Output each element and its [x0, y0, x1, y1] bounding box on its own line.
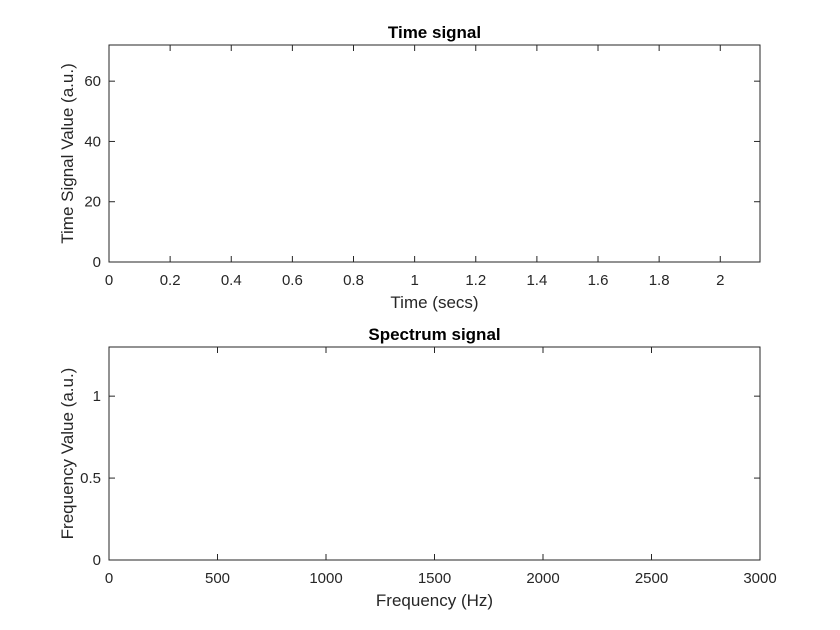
- x-tick-label: 1.4: [526, 272, 547, 289]
- x-tick-label: 0.8: [343, 272, 364, 289]
- x-tick-label: 3000: [743, 570, 776, 587]
- y-tick-label: 1: [93, 388, 101, 405]
- x-tick-label: 0.4: [221, 272, 242, 289]
- x-tick-label: 0: [105, 570, 113, 587]
- x-tick-label: 2500: [635, 570, 668, 587]
- x-tick-label: 0.6: [282, 272, 303, 289]
- y-tick-label: 0.5: [80, 470, 101, 487]
- y-tick-label: 40: [84, 133, 101, 150]
- x-tick-label: 1.2: [465, 272, 486, 289]
- y-tick-label: 60: [84, 73, 101, 90]
- x-tick-label: 500: [205, 570, 230, 587]
- chart-title: Time signal: [388, 23, 481, 42]
- chart-title: Spectrum signal: [368, 325, 500, 344]
- x-tick-label: 0.2: [160, 272, 181, 289]
- x-tick-label: 2000: [526, 570, 559, 587]
- x-tick-label: 1.6: [588, 272, 609, 289]
- x-tick-label: 1: [410, 272, 418, 289]
- axes-frame: [108, 346, 761, 561]
- x-tick-label: 1.8: [649, 272, 670, 289]
- y-axis-label: Frequency Value (a.u.): [58, 368, 77, 540]
- y-tick-label: 0: [93, 254, 101, 271]
- y-tick-label: 0: [93, 552, 101, 569]
- spectrum-signal-axes: 0 500 1000 1500 2000 2500 3000 0 0.5 1 Spectrum si…: [58, 325, 777, 610]
- axes-frame: [108, 44, 761, 263]
- x-tick-label: 1500: [418, 570, 451, 587]
- y-tick-label: 20: [84, 194, 101, 211]
- x-tick-label: 0: [105, 272, 113, 289]
- x-tick-label: 2: [716, 272, 724, 289]
- x-axis-label: Frequency (Hz): [376, 591, 493, 610]
- y-axis-label: Time Signal Value (a.u.): [58, 63, 77, 243]
- x-tick-label: 1000: [309, 570, 342, 587]
- x-axis-label: Time (secs): [390, 293, 478, 312]
